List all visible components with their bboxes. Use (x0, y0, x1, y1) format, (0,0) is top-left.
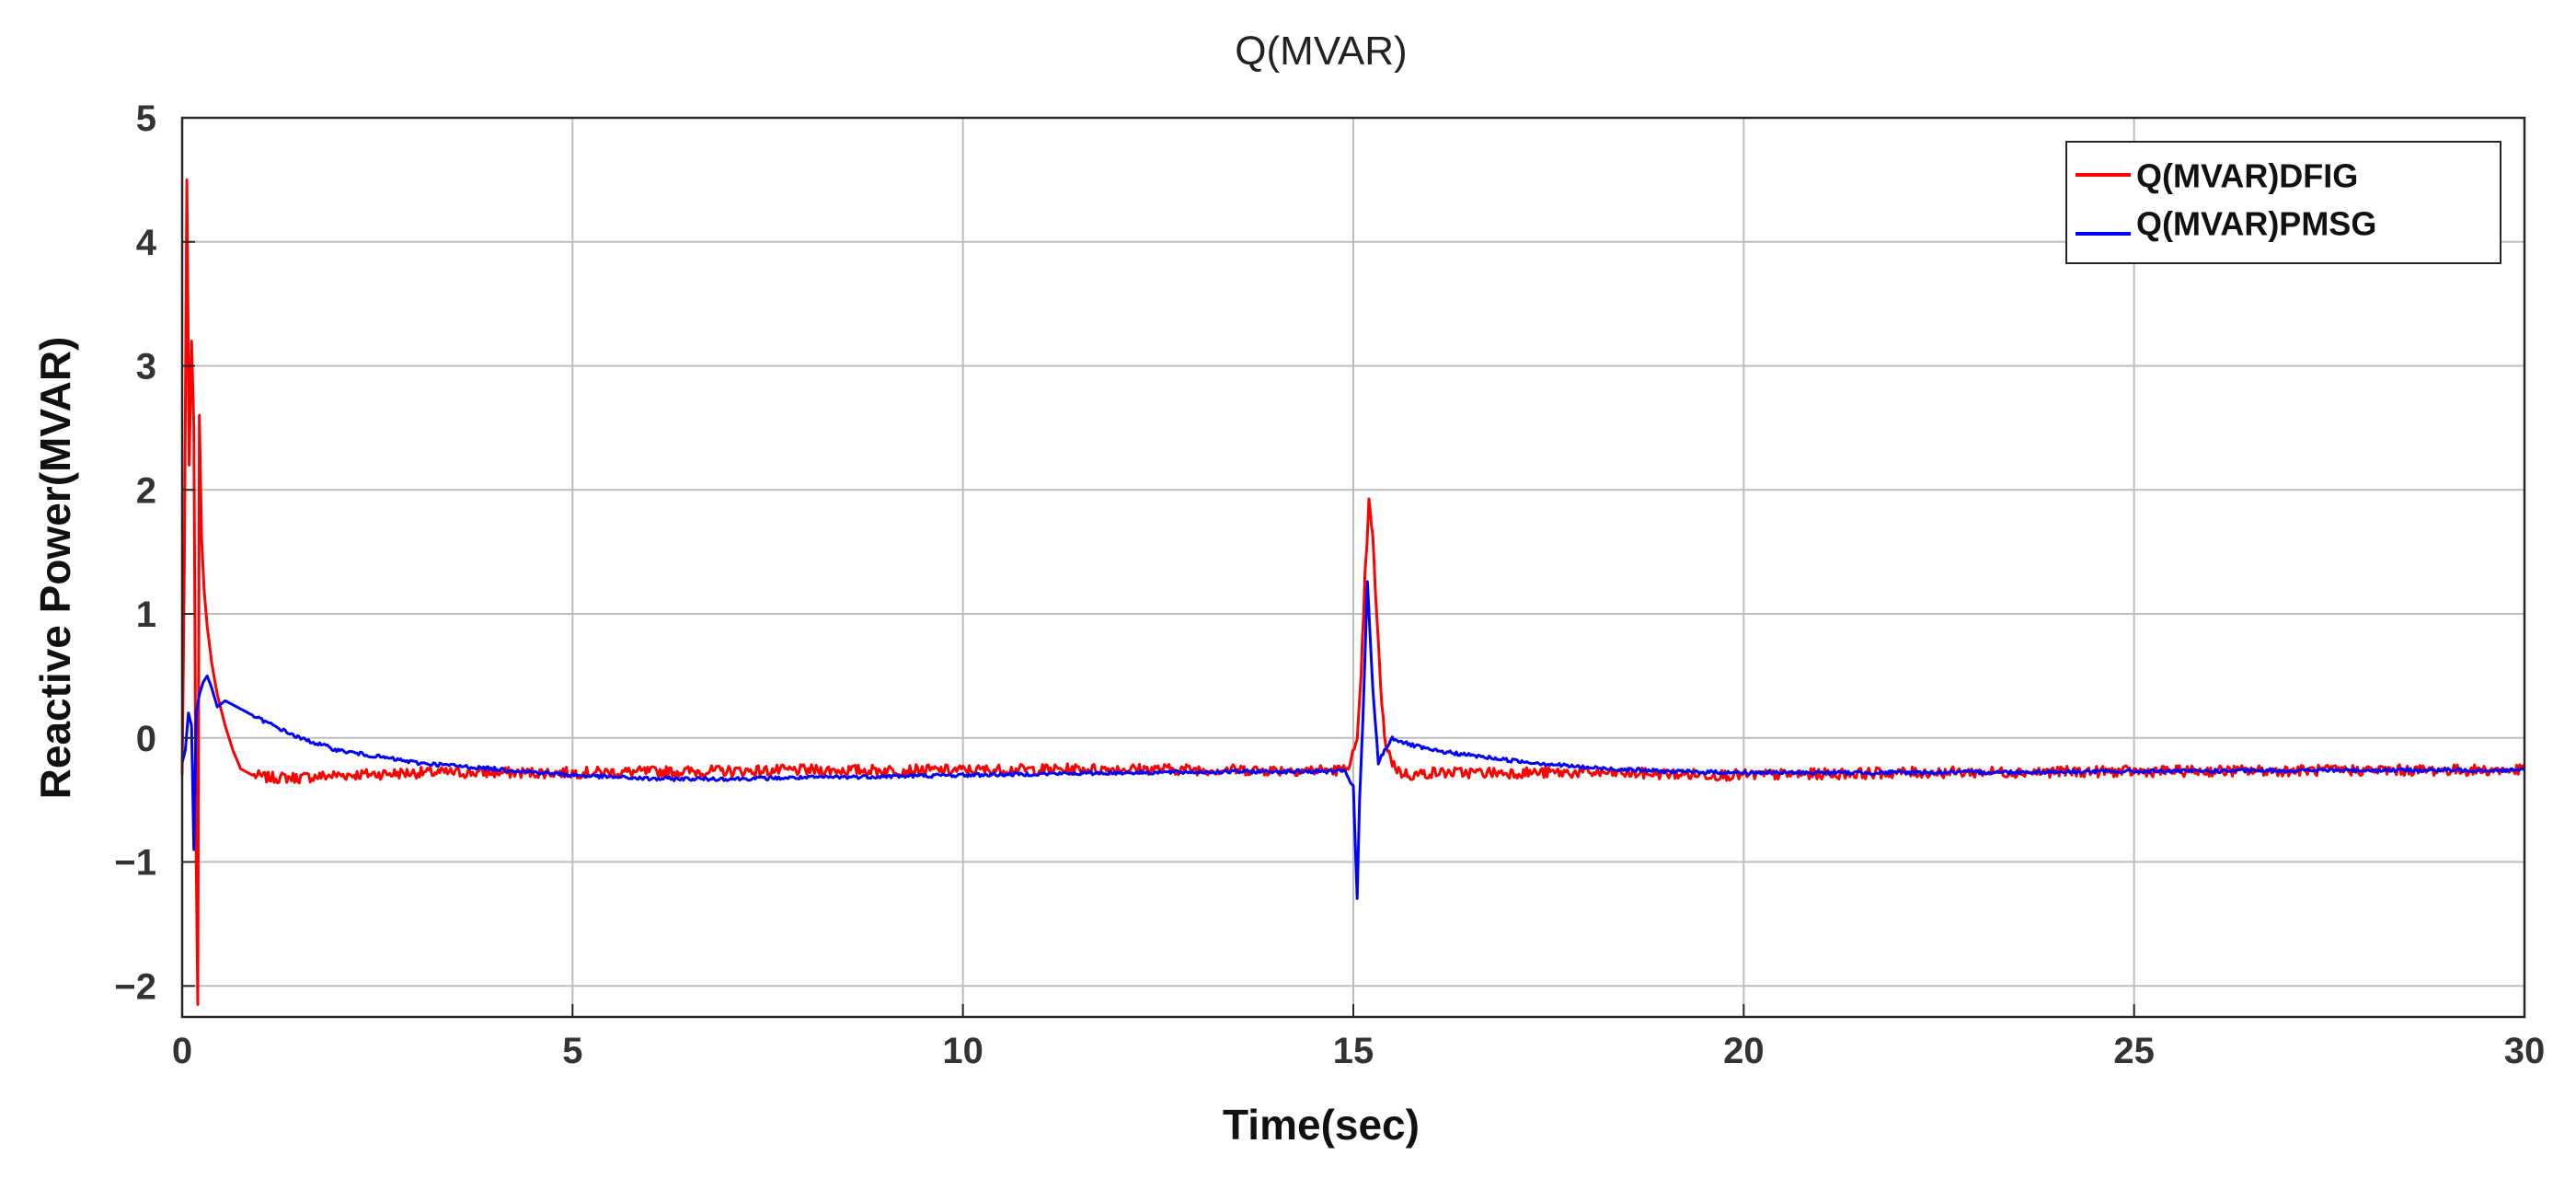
series-lines (180, 178, 2526, 1006)
series-line-1 (180, 580, 2525, 900)
y-axis-label: Reactive Power(MVAR) (31, 337, 79, 800)
y-tick-label-6: 4 (136, 223, 157, 263)
grid (182, 118, 2524, 1017)
legend-box (2065, 141, 2501, 264)
y-tick-label-5: 3 (136, 347, 156, 387)
y-tick-label-4: 2 (136, 470, 156, 511)
x-tick-label-2: 10 (942, 1031, 983, 1071)
y-tick-label-7: 5 (136, 98, 156, 139)
series-line-0 (180, 178, 2526, 1006)
y-tick-label-3: 1 (136, 595, 156, 635)
x-axis-label: Time(sec) (1223, 1101, 1420, 1149)
chart-title: Q(MVAR) (1235, 29, 1407, 74)
legend-label-pmsg: Q(MVAR)PMSG (2136, 205, 2376, 243)
y-tick-label-1: −1 (114, 843, 156, 884)
x-tick-label-3: 15 (1333, 1031, 1374, 1071)
y-tick-label-2: 0 (136, 719, 156, 759)
x-tick-label-0: 0 (172, 1031, 192, 1071)
x-axis-ticks: 0 5 10 15 20 25 30 (172, 1004, 2545, 1071)
legend-label-dfig: Q(MVAR)DFIG (2136, 157, 2358, 195)
x-tick-label-1: 5 (562, 1031, 582, 1071)
x-tick-label-6: 30 (2504, 1031, 2546, 1071)
x-tick-label-5: 25 (2113, 1031, 2155, 1071)
y-axis-ticks: −2 −1 0 1 2 3 4 5 (114, 98, 195, 1007)
y-tick-label-0: −2 (114, 966, 156, 1007)
x-tick-label-4: 20 (1723, 1031, 1765, 1071)
legend: Q(MVAR)DFIG Q(MVAR)PMSG (2065, 141, 2501, 264)
